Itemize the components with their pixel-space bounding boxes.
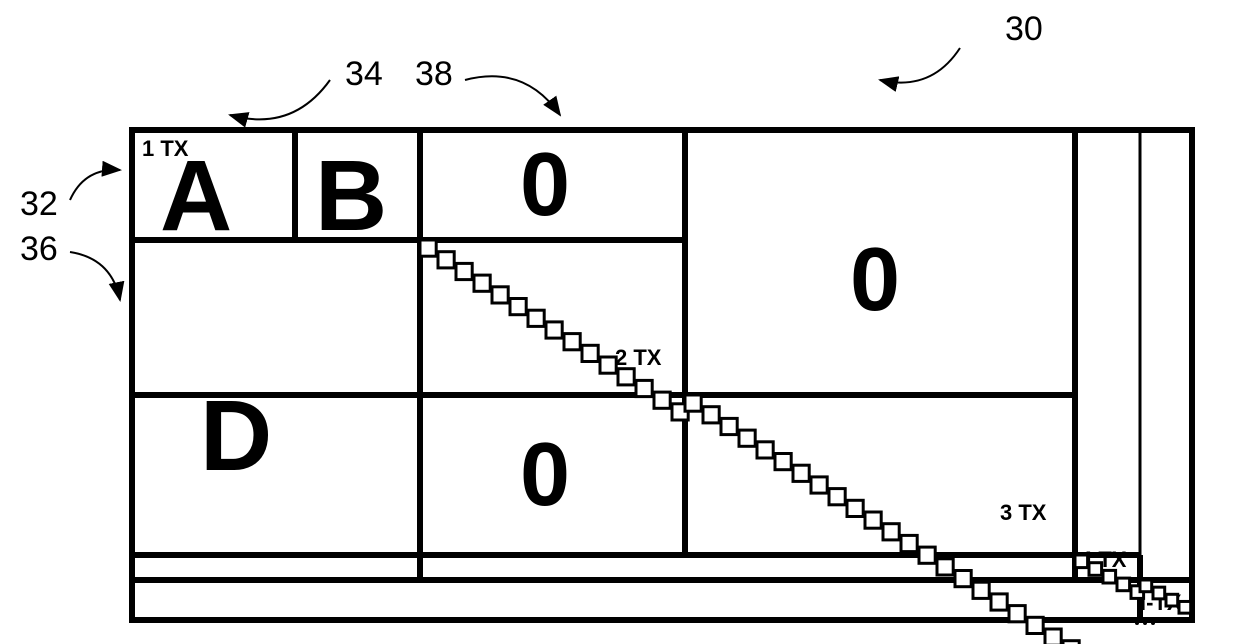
diag-square — [937, 559, 953, 575]
callout-arrow-34 — [230, 80, 330, 119]
matrix-outer — [132, 130, 1192, 620]
ellipsis-dot — [1151, 621, 1155, 625]
diag-square — [829, 489, 845, 505]
diag-square — [775, 454, 791, 470]
ellipsis-dot — [1135, 621, 1139, 625]
diag-square — [600, 357, 616, 373]
diag-square — [955, 571, 971, 587]
diag-square — [919, 547, 935, 563]
matrix: AB00D01 TX2 TX3 TX4 TXi-TX — [132, 130, 1192, 644]
diag-square — [564, 334, 580, 350]
diag-square — [582, 345, 598, 361]
diag-square — [420, 240, 436, 256]
callout-arrow-32 — [70, 170, 120, 200]
diag-square — [1153, 587, 1165, 599]
cell-D: D — [200, 380, 272, 492]
diag-square — [510, 299, 526, 315]
diag-square — [901, 535, 917, 551]
cell-zero_upperright: 0 — [850, 230, 900, 330]
callout-label-36: 36 — [20, 230, 58, 268]
diag-square — [757, 442, 773, 458]
diag-square — [492, 287, 508, 303]
cell-zero_top: 0 — [520, 135, 570, 235]
callout-arrow-30 — [880, 48, 960, 83]
diag-square — [1166, 594, 1178, 606]
diag-square — [1009, 606, 1025, 622]
cell-tx3: 3 TX — [1000, 500, 1047, 525]
callout-arrow-36 — [70, 252, 120, 300]
cell-tx2: 2 TX — [615, 345, 662, 370]
diag-square — [883, 524, 899, 540]
diag-square — [1075, 555, 1088, 568]
diag-square — [1179, 601, 1191, 613]
diag-square — [474, 275, 490, 291]
diag-square — [618, 369, 634, 385]
diag-square — [721, 418, 737, 434]
diag-square — [865, 512, 881, 528]
diag-square — [1117, 578, 1130, 591]
diag-square — [528, 310, 544, 326]
diagram-canvas: 3032343638 AB00D01 TX2 TX3 TX4 TXi-TX — [0, 0, 1240, 644]
diag-square — [546, 322, 562, 338]
diag-square — [973, 582, 989, 598]
diag-square — [1027, 617, 1043, 633]
diag-square — [793, 465, 809, 481]
cell-B: B — [315, 140, 387, 252]
diag-square — [636, 380, 652, 396]
cell-zero_bottom: 0 — [520, 425, 570, 525]
callout-label-32: 32 — [20, 185, 58, 223]
ellipsis-dot — [1143, 621, 1147, 625]
callout-label-34: 34 — [345, 55, 383, 93]
diag-square — [847, 500, 863, 516]
diag-square — [1103, 570, 1116, 583]
diag-square — [1089, 563, 1102, 576]
diag-square — [991, 594, 1007, 610]
cell-tx1: 1 TX — [142, 136, 189, 161]
diag-square — [739, 430, 755, 446]
diag-square — [811, 477, 827, 493]
diag-square — [456, 263, 472, 279]
callout-arrow-38 — [465, 76, 560, 115]
callout-label-30: 30 — [1005, 10, 1043, 48]
callout-label-38: 38 — [415, 55, 453, 93]
diag-square — [1045, 629, 1061, 644]
diag-square — [438, 252, 454, 268]
diag-square — [654, 392, 670, 408]
diag-square — [1140, 580, 1152, 592]
diag-square — [703, 407, 719, 423]
diag-square — [685, 395, 701, 411]
